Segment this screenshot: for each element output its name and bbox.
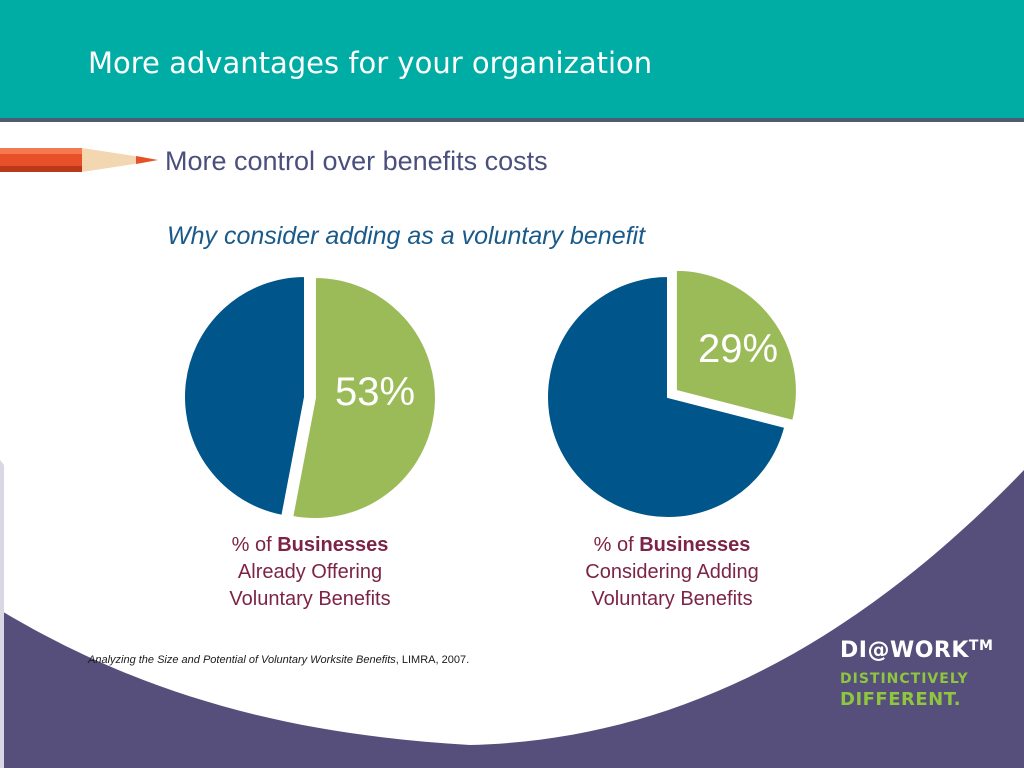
pie-slice-remainder: [183, 274, 306, 518]
pie-data-label: 29%: [698, 327, 778, 371]
header-divider: [0, 118, 1024, 122]
logo-tagline-2: DIFFERENT.: [840, 689, 962, 710]
caption-line2: Considering Adding: [585, 561, 759, 583]
pie-slice-remainder: [546, 274, 787, 519]
pie-chart-considering: 29%: [546, 268, 798, 519]
pencil-icon: [0, 148, 158, 172]
citation-source: , LIMRA, 2007.: [395, 654, 470, 666]
page-title: More advantages for your organization: [88, 46, 653, 80]
header-bar: [0, 0, 1024, 118]
pie-data-label: 53%: [335, 370, 415, 414]
caption-prefix: % of: [231, 534, 278, 556]
caption-prefix: % of: [593, 534, 640, 556]
logo-tm: TM: [968, 638, 994, 654]
pie-slice-highlight: [674, 268, 798, 423]
pie-chart-offering: 53%: [183, 274, 437, 520]
pie-caption-offering: % of Businesses Already Offering Volunta…: [180, 532, 440, 613]
pie-caption-considering: % of Businesses Considering Adding Volun…: [542, 532, 802, 613]
caption-line3: Voluntary Benefits: [591, 588, 753, 610]
section-subtitle: More control over benefits costs: [165, 146, 548, 176]
caption-bold: Businesses: [639, 534, 751, 556]
company-logo: DI@WORKTM DISTINCTIVELY DIFFERENT.: [840, 638, 993, 710]
caption-line3: Voluntary Benefits: [229, 588, 391, 610]
logo-main-text: DI@WORK: [840, 638, 969, 663]
pie-slice-highlight: [291, 275, 437, 520]
section-question: Why consider adding as a voluntary benef…: [167, 222, 646, 250]
logo-tagline-1: DISTINCTIVELY: [840, 671, 969, 687]
citation-title: Analyzing the Size and Potential of Volu…: [88, 654, 396, 666]
caption-line2: Already Offering: [237, 561, 383, 583]
citation: Analyzing the Size and Potential of Volu…: [88, 654, 469, 666]
caption-bold: Businesses: [277, 534, 389, 556]
